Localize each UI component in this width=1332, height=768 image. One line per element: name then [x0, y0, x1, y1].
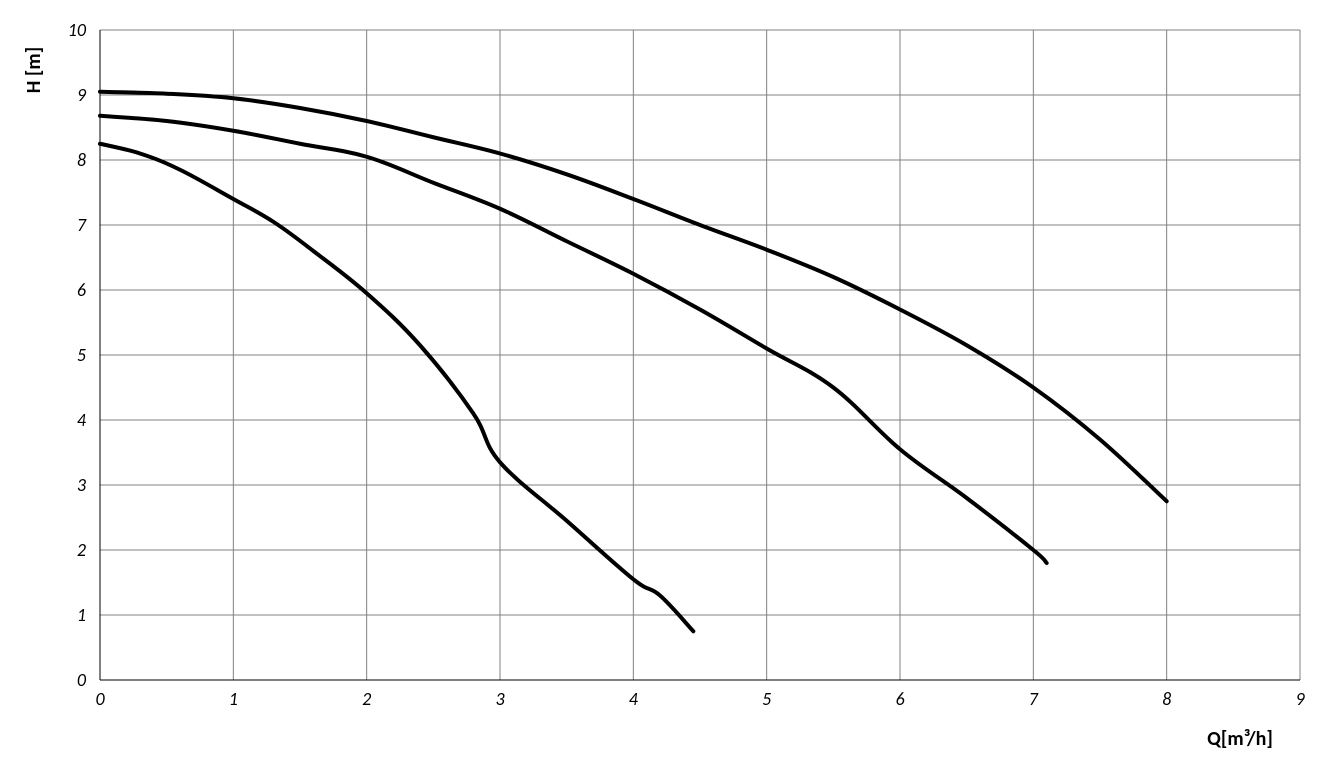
y-axis-label: H [m]	[22, 47, 46, 93]
y-tick-label: 5	[77, 344, 86, 366]
y-tick-label: 3	[77, 474, 87, 496]
y-tick-label: 4	[77, 409, 87, 431]
y-tick-label: 2	[77, 539, 86, 561]
chart-background	[0, 0, 1332, 768]
x-tick-label: 4	[629, 688, 639, 710]
y-tick-label: 6	[77, 279, 86, 301]
x-tick-label: 1	[229, 688, 238, 710]
x-tick-label: 6	[895, 688, 904, 710]
x-tick-label: 2	[362, 688, 371, 710]
x-tick-label: 5	[762, 688, 771, 710]
x-axis-label: Q[m³/h]	[1207, 727, 1273, 751]
x-tick-label: 3	[495, 688, 505, 710]
y-tick-label: 1	[77, 604, 86, 626]
x-tick-label: 8	[1162, 688, 1171, 710]
y-tick-label: 0	[77, 669, 87, 691]
y-tick-label: 7	[77, 214, 87, 236]
y-tick-label: 9	[77, 84, 87, 106]
x-tick-label: 7	[1029, 688, 1039, 710]
x-tick-label: 0	[95, 688, 105, 710]
y-tick-label: 8	[77, 149, 86, 171]
chart-svg: 0 1 2 3 4 5 6 7 8 9 0 1 2 3 4 5 6 7 8 9 10 H [m] Q[m³/h]	[0, 0, 1332, 768]
y-tick-label: 10	[68, 19, 87, 41]
pump-curve-chart: 0 1 2 3 4 5 6 7 8 9 0 1 2 3 4 5 6 7 8 9 10 H [m] Q[m³/h]	[0, 0, 1332, 768]
x-tick-label: 9	[1295, 688, 1305, 710]
